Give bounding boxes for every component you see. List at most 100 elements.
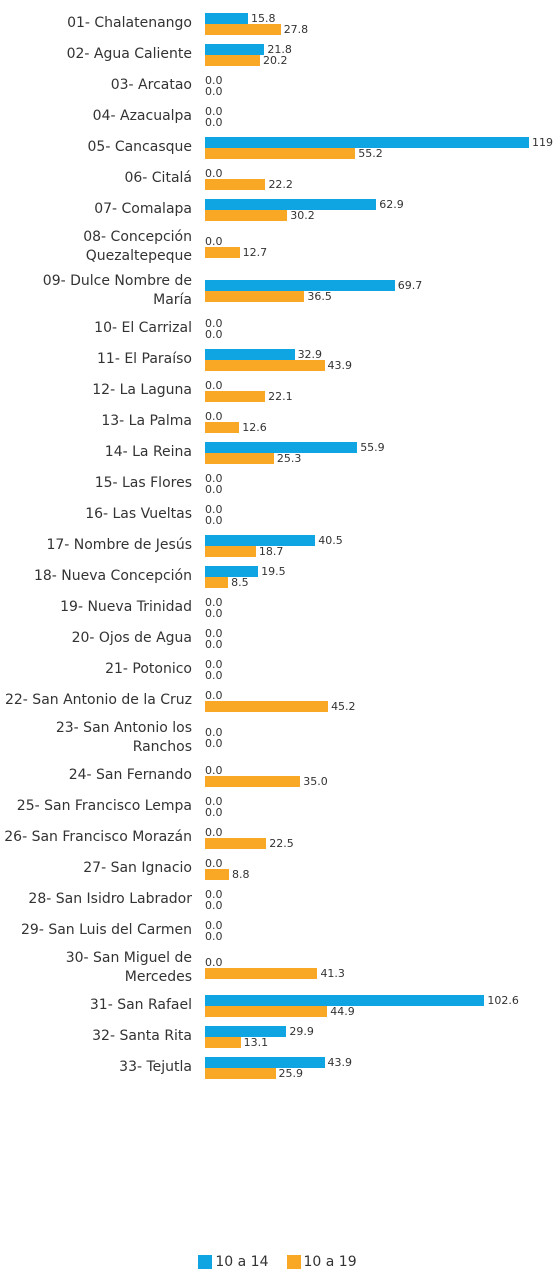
value-label: 44.9: [330, 1004, 355, 1018]
category-row: 28- San Isidro Labrador 0.0 0.0: [0, 884, 555, 915]
value-label: 21.8: [267, 42, 292, 56]
category-label: 07- Comalapa: [94, 201, 192, 217]
category-row: 27- San Ignacio 0.0 8.8: [0, 853, 555, 884]
category-row: 21- Potonico 0.0 0.0: [0, 654, 555, 685]
bar-line: 0.0: [205, 796, 223, 807]
value-label: 0.0: [205, 918, 223, 932]
bar-line: 0.0: [205, 690, 356, 701]
bar-group: 0.0 0.0: [205, 504, 223, 526]
legend-swatch: [286, 1255, 301, 1269]
category-label: 30- San Miguel de Mercedes: [65, 950, 192, 985]
bar-line: 21.8: [205, 42, 292, 56]
bar: [205, 545, 256, 557]
bar-line: 0.0: [205, 86, 223, 97]
bar: [205, 775, 301, 787]
bar-line: 0.0: [205, 473, 223, 484]
category-label: 08- Concepción Quezaltepeque: [83, 229, 192, 264]
bar-group: 0.0 41.3: [205, 957, 345, 979]
bar-group: 0.0 22.1: [205, 380, 293, 402]
bar-group: 0.0 0.0: [205, 796, 223, 818]
bar: [205, 280, 395, 291]
bar: [205, 994, 485, 1006]
bar-line: 0.0: [205, 411, 267, 422]
bar: [205, 359, 325, 371]
bar-line: 0.0: [205, 900, 223, 911]
legend-item: 10 a 14: [198, 1254, 269, 1270]
value-label: 13.1: [243, 1035, 269, 1049]
bar-group: 0.0 8.8: [205, 858, 249, 880]
value-label: 18.7: [258, 544, 284, 558]
bar-line: 0.0: [205, 236, 267, 247]
bar-line: 0.0: [205, 117, 223, 128]
bar: [205, 247, 240, 258]
bar-line: 55.2: [205, 147, 553, 159]
bar-line: 45.2: [205, 700, 356, 712]
legend-label: 10 a 19: [303, 1254, 357, 1270]
category-label: 03- Arcatao: [110, 77, 192, 93]
category-row: 02- Agua Caliente 21.8 20.2: [0, 39, 555, 70]
bar-line: 22.5: [205, 837, 294, 849]
bar: [205, 390, 266, 402]
bar: [205, 43, 265, 55]
value-label: 22.1: [268, 389, 293, 403]
bar-line: 0.0: [205, 329, 223, 340]
bar: [205, 1056, 325, 1068]
bar-line: 0.0: [205, 168, 293, 179]
bar-line: 69.7: [205, 280, 422, 291]
category-row: 16- Las Vueltas 0.0 0.0: [0, 499, 555, 530]
value-label: 41.3: [320, 967, 345, 980]
value-label: 69.7: [397, 279, 423, 292]
category-label: 27- San Ignacio: [83, 860, 192, 876]
category-label: 16- Las Vueltas: [85, 506, 192, 522]
bar: [205, 178, 266, 190]
value-label: 0.0: [205, 378, 223, 392]
bar-group: 43.9 25.9: [205, 1056, 352, 1079]
category-label: 22- San Antonio de la Cruz: [4, 692, 192, 708]
bar-line: 18.7: [205, 544, 343, 558]
value-label: 8.8: [231, 867, 250, 881]
bar-line: 8.8: [205, 867, 250, 881]
value-label: 19.5: [261, 564, 286, 578]
value-label: 0.0: [205, 668, 223, 682]
value-label: 0.0: [205, 471, 223, 485]
bar: [205, 968, 318, 979]
bar-group: 69.7 36.5: [205, 280, 422, 302]
category-row: 20- Ojos de Agua 0.0 0.0: [0, 623, 555, 654]
category-label: 05- Cancasque: [87, 139, 193, 155]
bar-group: 119 55.2: [205, 136, 553, 159]
value-label: 43.9: [327, 358, 353, 372]
value-label: 0.0: [205, 898, 223, 912]
bar: [205, 1067, 276, 1079]
category-row: 33- Tejutla 43.9 25.9: [0, 1052, 555, 1083]
value-label: 0.0: [205, 316, 223, 330]
category-row: 22- San Antonio de la Cruz 0.0 45.2: [0, 685, 555, 716]
bar-group: 0.0 0.0: [205, 889, 223, 911]
category-row: 26- San Francisco Morazán 0.0 22.5: [0, 822, 555, 853]
value-label: 0.0: [205, 73, 223, 87]
legend-item: 10 a 19: [286, 1254, 357, 1270]
bar-group: 102.6 44.9: [205, 993, 519, 1018]
bar: [205, 136, 529, 148]
value-label: 0.0: [205, 166, 223, 180]
category-label: 28- San Isidro Labrador: [28, 891, 192, 907]
category-row: 19- Nueva Trinidad 0.0 0.0: [0, 592, 555, 623]
category-row: 24- San Fernando 0.0 35.0: [0, 760, 555, 791]
category-label: 25- San Francisco Lempa: [16, 798, 192, 814]
category-label: 04- Azacualpa: [92, 108, 192, 124]
category-label: 26- San Francisco Morazán: [4, 829, 192, 845]
bar-group: 0.0 22.2: [205, 168, 293, 190]
value-label: 0.0: [205, 856, 223, 870]
category-row: 17- Nombre de Jesús 40.5 18.7: [0, 530, 555, 561]
bar-line: 25.3: [205, 452, 385, 464]
bar: [205, 441, 358, 453]
category-label: 21- Potonico: [105, 661, 192, 677]
value-label: 102.6: [487, 993, 519, 1007]
value-label: 27.8: [283, 22, 309, 36]
bar: [205, 348, 295, 360]
value-label: 0.0: [205, 327, 223, 341]
bar-line: 0.0: [205, 608, 223, 619]
category-row: 12- La Laguna 0.0 22.1: [0, 375, 555, 406]
bar-line: 29.9: [205, 1025, 314, 1037]
bar-group: 0.0 35.0: [205, 765, 328, 787]
category-row: 11- El Paraíso 32.9 43.9: [0, 344, 555, 375]
